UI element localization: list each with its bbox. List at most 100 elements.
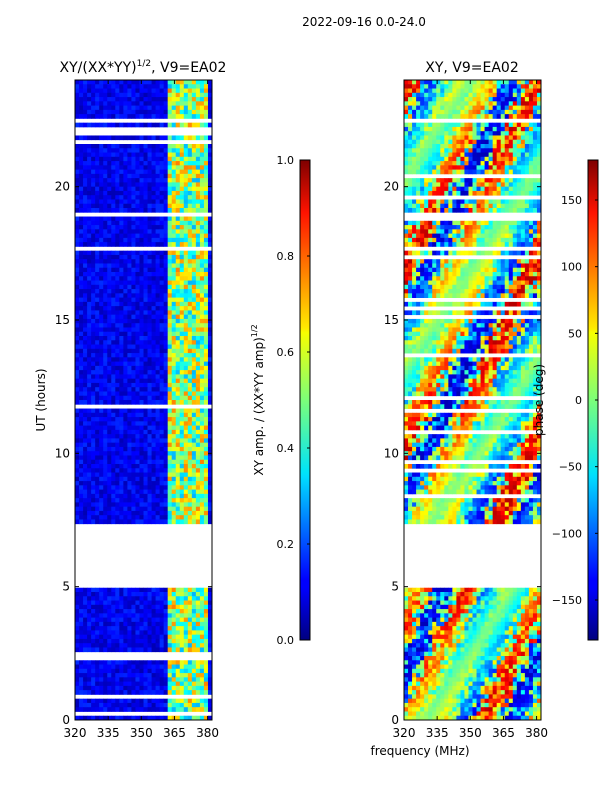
heatmap-cell (179, 476, 185, 482)
heatmap-cell (155, 190, 161, 196)
heatmap-cell (199, 412, 205, 418)
heatmap-cell (123, 109, 128, 115)
heatmap-cell (203, 80, 209, 85)
heatmap-cell (199, 114, 205, 119)
heatmap-cell (135, 186, 140, 192)
heatmap-cell (159, 481, 165, 486)
heatmap-cell (147, 412, 152, 418)
heatmap-cell (195, 374, 201, 380)
heatmap-cell (115, 182, 120, 188)
heatmap-cell (83, 148, 88, 153)
heatmap-cell (91, 216, 96, 222)
heatmap-cell (171, 510, 177, 516)
heatmap-cell (79, 306, 84, 311)
heatmap-cell (139, 408, 144, 414)
heatmap-cell (139, 387, 144, 392)
heatmap-cell (103, 451, 108, 456)
heatmap-cell (91, 97, 96, 102)
heatmap-cell (95, 489, 100, 495)
heatmap-cell (207, 208, 213, 213)
heatmap-cell (472, 122, 477, 128)
heatmap-cell (408, 80, 413, 85)
heatmap-cell (536, 131, 542, 136)
heatmap-cell (195, 263, 201, 269)
heatmap-cell (448, 92, 453, 98)
heatmap-cell (115, 374, 120, 380)
heatmap-cell (504, 97, 510, 102)
heatmap-cell (115, 336, 120, 341)
heatmap-cell (183, 199, 189, 205)
heatmap-cell (472, 148, 477, 153)
heatmap-cell (123, 92, 128, 98)
heatmap-cell (191, 208, 197, 213)
heatmap-cell (135, 233, 140, 239)
heatmap-cell (119, 600, 124, 606)
heatmap-cell (107, 195, 112, 200)
heatmap-cell (151, 169, 156, 175)
heatmap-cell (135, 165, 140, 170)
heatmap-cell (87, 280, 92, 286)
heatmap-cell (159, 493, 165, 499)
heatmap-cell (167, 638, 173, 644)
heatmap-cell (187, 122, 193, 128)
heatmap-cell (131, 412, 136, 418)
heatmap-cell (111, 468, 116, 473)
heatmap-cell (83, 263, 88, 269)
heatmap-cell (424, 131, 429, 136)
heatmap-cell (412, 114, 417, 119)
heatmap-cell (111, 698, 116, 704)
heatmap-cell (155, 220, 161, 226)
heatmap-cell (203, 681, 209, 687)
heatmap-cell (159, 323, 165, 328)
heatmap-cell (207, 446, 213, 452)
heatmap-cell (167, 434, 173, 439)
heatmap-cell (107, 498, 112, 503)
heatmap-cell (191, 442, 197, 448)
heatmap-cell (127, 455, 132, 461)
heatmap-cell (107, 284, 112, 290)
heatmap-cell (75, 600, 80, 606)
heatmap-cell (456, 144, 461, 149)
heatmap-cell (111, 485, 116, 490)
heatmap-cell (139, 425, 144, 431)
heatmap-cell (167, 489, 173, 495)
heatmap-cell (135, 609, 140, 614)
heatmap-cell (428, 144, 433, 149)
heatmap-cell (171, 493, 177, 499)
heatmap-cell (191, 173, 197, 179)
heatmap-cell (151, 434, 156, 439)
heatmap-cell (203, 182, 209, 188)
heatmap-cell (171, 434, 177, 439)
heatmap-cell (119, 438, 124, 444)
heatmap-cell (87, 442, 92, 448)
heatmap-cell (91, 438, 96, 444)
heatmap-cell (99, 472, 104, 478)
heatmap-cell (99, 609, 104, 614)
heatmap-cell (171, 707, 177, 712)
heatmap-cell (95, 690, 100, 695)
heatmap-cell (532, 84, 538, 89)
heatmap-cell (167, 609, 173, 614)
heatmap-cell (79, 434, 84, 439)
heatmap-cell (412, 105, 417, 111)
heatmap-cell (159, 702, 165, 708)
heatmap-cell (75, 310, 80, 316)
heatmap-cell (79, 510, 84, 516)
heatmap-cell (131, 715, 136, 721)
heatmap-cell (143, 459, 148, 465)
heatmap-cell (87, 685, 92, 691)
heatmap-cell (171, 361, 177, 367)
heatmap-cell (123, 152, 128, 158)
heatmap-cell (151, 442, 156, 448)
heatmap-cell (143, 502, 148, 508)
heatmap-cell (199, 336, 205, 341)
heatmap-cell (87, 690, 92, 695)
heatmap-cell (143, 626, 148, 631)
heatmap-cell (147, 668, 152, 674)
heatmap-cell (91, 233, 96, 239)
heatmap-cell (103, 681, 108, 687)
heatmap-cell (167, 664, 173, 670)
heatmap-cell (484, 152, 490, 158)
heatmap-cell (123, 284, 128, 290)
heatmap-cell (159, 621, 165, 627)
